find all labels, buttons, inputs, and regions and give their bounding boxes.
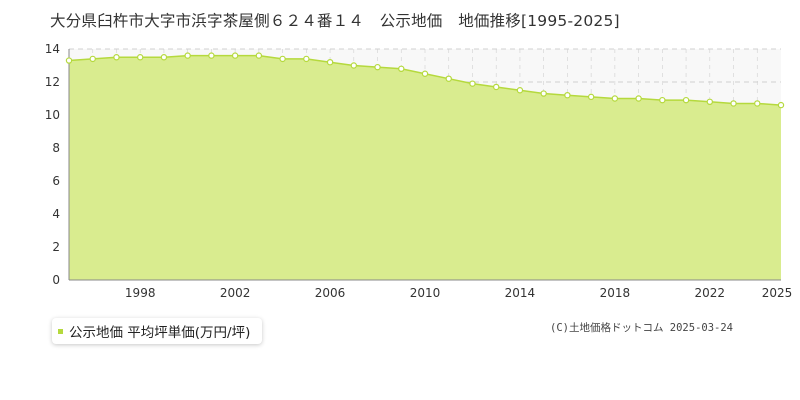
x-tick-label: 2022 [695, 286, 726, 300]
data-point [706, 98, 714, 106]
y-tick-label: 12 [45, 75, 60, 89]
y-tick-label: 4 [52, 207, 60, 221]
data-point [540, 90, 547, 97]
data-point [730, 100, 737, 107]
data-point [350, 62, 357, 69]
y-tick-label: 8 [52, 141, 60, 155]
y-tick-labels: 0 2 4 6 8 10 12 14 [45, 42, 60, 287]
y-tick-label: 14 [45, 42, 60, 56]
data-point [469, 80, 476, 87]
data-points [65, 52, 785, 109]
data-point [777, 101, 785, 109]
data-point [754, 100, 761, 107]
data-point [587, 93, 595, 101]
data-point [160, 54, 168, 61]
data-point [136, 54, 144, 61]
legend-marker [58, 328, 63, 334]
data-point [303, 55, 310, 63]
data-point [493, 83, 500, 91]
legend-label: 公示地価 平均坪単価(万円/坪) [69, 325, 251, 341]
data-point [659, 96, 666, 104]
x-tick-label: 2010 [410, 286, 441, 300]
y-tick-label: 10 [45, 108, 60, 122]
x-tick-label: 2018 [600, 286, 631, 300]
data-point [445, 75, 452, 82]
data-point [89, 55, 96, 63]
data-point [398, 65, 405, 73]
data-point [374, 63, 381, 71]
x-tick-label: 2002 [220, 286, 251, 300]
data-point [516, 87, 524, 94]
axes [68, 49, 781, 281]
copyright: (C)土地価格ドットコム 2025-03-24 [550, 322, 734, 334]
data-point [184, 52, 191, 59]
data-point [65, 57, 73, 64]
y-tick-label: 6 [52, 174, 60, 188]
x-tick-label: 2025 [762, 286, 793, 300]
data-point [421, 70, 429, 77]
chart-title: 大分県臼杵市大字市浜字茶屋側６２４番１４ 公示地価 地価推移[1995-2025… [50, 12, 620, 30]
data-point [231, 52, 239, 59]
data-point [564, 91, 571, 99]
x-tick-labels: 1998 2002 2006 2010 2014 2018 2022 2025 [125, 286, 792, 300]
data-point [113, 54, 120, 61]
x-tick-label: 1998 [125, 286, 156, 300]
data-point [635, 95, 642, 102]
legend: 公示地価 平均坪単価(万円/坪) [52, 318, 263, 344]
data-point [611, 95, 619, 102]
series-area [69, 55, 781, 280]
data-point [682, 96, 690, 104]
x-tick-label: 2014 [505, 286, 536, 300]
data-point [208, 52, 215, 59]
x-tick-label: 2006 [315, 286, 346, 300]
data-point [255, 52, 263, 59]
data-point [326, 59, 334, 66]
y-tick-label: 2 [52, 240, 60, 254]
y-tick-label: 0 [52, 273, 60, 287]
data-point [279, 55, 286, 63]
